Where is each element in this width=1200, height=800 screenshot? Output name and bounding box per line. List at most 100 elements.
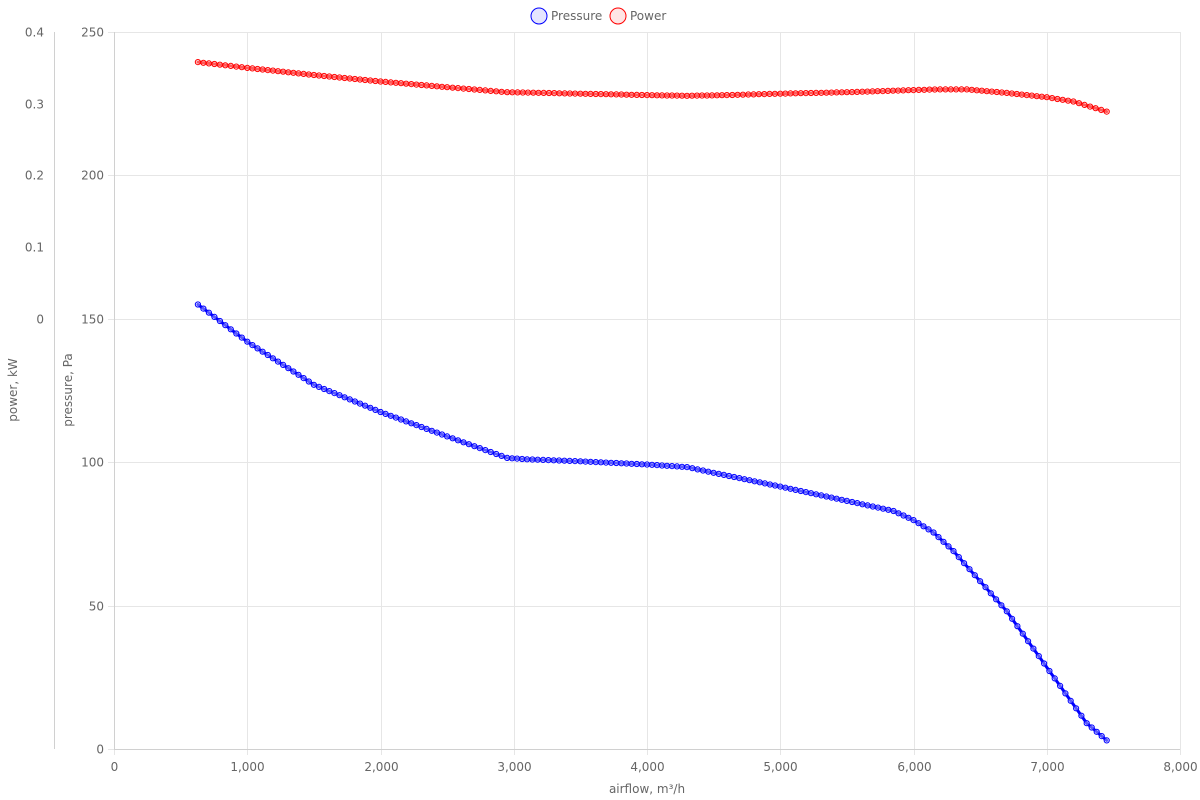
data-point-power[interactable] bbox=[628, 91, 635, 98]
data-point-power[interactable] bbox=[910, 87, 917, 94]
data-point-pressure[interactable] bbox=[249, 342, 256, 349]
data-point-pressure[interactable] bbox=[731, 473, 738, 481]
data-point-pressure[interactable] bbox=[336, 392, 343, 399]
data-point-power[interactable] bbox=[1043, 94, 1050, 101]
data-point-power[interactable] bbox=[362, 76, 369, 84]
data-point-power[interactable] bbox=[1003, 89, 1010, 97]
data-point-power[interactable] bbox=[777, 90, 784, 97]
data-point-power[interactable] bbox=[973, 87, 980, 94]
data-point-pressure[interactable] bbox=[367, 404, 374, 411]
data-point-pressure[interactable] bbox=[504, 454, 511, 461]
data-point-pressure[interactable] bbox=[300, 375, 307, 382]
data-point-pressure[interactable] bbox=[493, 450, 500, 458]
data-point-pressure[interactable] bbox=[643, 461, 651, 468]
data-point-pressure[interactable] bbox=[216, 317, 223, 325]
data-point-power[interactable] bbox=[408, 81, 415, 88]
data-point-pressure[interactable] bbox=[787, 485, 794, 492]
data-point-pressure[interactable] bbox=[418, 423, 425, 431]
data-point-power[interactable] bbox=[244, 64, 251, 72]
data-point-pressure[interactable] bbox=[264, 351, 271, 359]
data-point-power[interactable] bbox=[222, 62, 229, 69]
data-point-power[interactable] bbox=[487, 87, 494, 95]
data-point-pressure[interactable] bbox=[751, 478, 758, 485]
data-point-power[interactable] bbox=[782, 90, 789, 97]
data-point-pressure[interactable] bbox=[211, 313, 218, 320]
data-point-pressure[interactable] bbox=[545, 457, 552, 464]
data-point-pressure[interactable] bbox=[658, 462, 666, 469]
data-point-pressure[interactable] bbox=[433, 429, 440, 436]
data-point-pressure[interactable] bbox=[843, 497, 851, 504]
data-point-power[interactable] bbox=[423, 82, 430, 89]
data-point-power[interactable] bbox=[1033, 93, 1040, 100]
data-point-pressure[interactable] bbox=[465, 441, 472, 448]
data-point-pressure[interactable] bbox=[628, 460, 635, 467]
data-point-pressure[interactable] bbox=[823, 493, 830, 500]
data-point-pressure[interactable] bbox=[869, 503, 876, 510]
data-point-power[interactable] bbox=[792, 90, 799, 97]
data-point-power[interactable] bbox=[449, 84, 456, 91]
data-point-power[interactable] bbox=[413, 81, 420, 88]
data-point-pressure[interactable] bbox=[331, 390, 338, 397]
data-point-power[interactable] bbox=[556, 90, 563, 97]
data-point-pressure[interactable] bbox=[392, 414, 399, 421]
data-point-pressure[interactable] bbox=[397, 416, 405, 423]
data-point-power[interactable] bbox=[597, 91, 605, 98]
data-point-power[interactable] bbox=[931, 86, 938, 93]
data-point-power[interactable] bbox=[254, 65, 261, 73]
data-point-power[interactable] bbox=[194, 59, 201, 66]
data-point-pressure[interactable] bbox=[802, 489, 810, 496]
data-point-pressure[interactable] bbox=[259, 348, 266, 355]
data-point-pressure[interactable] bbox=[699, 467, 707, 474]
data-point-power[interactable] bbox=[828, 89, 835, 96]
legend-item-power[interactable]: Power bbox=[609, 7, 666, 25]
data-point-pressure[interactable] bbox=[950, 548, 957, 555]
data-point-pressure[interactable] bbox=[423, 425, 430, 432]
data-point-pressure[interactable] bbox=[813, 491, 820, 498]
data-point-power[interactable] bbox=[988, 88, 995, 95]
data-point-power[interactable] bbox=[341, 74, 348, 82]
data-point-power[interactable] bbox=[540, 89, 547, 97]
data-point-pressure[interactable] bbox=[1062, 690, 1069, 697]
data-point-pressure[interactable] bbox=[321, 385, 328, 393]
data-point-power[interactable] bbox=[1065, 97, 1072, 104]
data-point-pressure[interactable] bbox=[668, 463, 676, 470]
data-point-pressure[interactable] bbox=[476, 445, 483, 452]
data-point-pressure[interactable] bbox=[514, 455, 521, 462]
data-point-power[interactable] bbox=[216, 61, 223, 68]
data-point-pressure[interactable] bbox=[454, 437, 462, 444]
data-point-pressure[interactable] bbox=[689, 465, 696, 472]
data-point-pressure[interactable] bbox=[200, 305, 207, 312]
data-point-pressure[interactable] bbox=[280, 361, 287, 368]
data-point-power[interactable] bbox=[963, 86, 970, 93]
data-point-pressure[interactable] bbox=[534, 456, 541, 463]
data-point-pressure[interactable] bbox=[900, 512, 907, 519]
data-point-pressure[interactable] bbox=[413, 422, 420, 429]
data-point-pressure[interactable] bbox=[940, 538, 947, 545]
data-point-power[interactable] bbox=[295, 70, 302, 77]
data-point-power[interactable] bbox=[377, 78, 384, 85]
data-point-power[interactable] bbox=[1028, 92, 1035, 99]
data-point-power[interactable] bbox=[993, 88, 1000, 96]
data-point-power[interactable] bbox=[509, 89, 516, 96]
data-point-power[interactable] bbox=[519, 89, 526, 96]
data-point-power[interactable] bbox=[983, 88, 990, 95]
data-point-power[interactable] bbox=[745, 91, 752, 98]
data-point-power[interactable] bbox=[545, 89, 553, 97]
data-point-power[interactable] bbox=[947, 86, 954, 93]
data-point-pressure[interactable] bbox=[1051, 675, 1058, 682]
data-point-power[interactable] bbox=[592, 90, 599, 98]
data-point-power[interactable] bbox=[848, 89, 856, 96]
data-point-power[interactable] bbox=[708, 92, 716, 99]
data-point-power[interactable] bbox=[530, 89, 537, 96]
data-point-pressure[interactable] bbox=[460, 439, 467, 446]
data-point-pressure[interactable] bbox=[1046, 667, 1053, 675]
data-point-power[interactable] bbox=[613, 91, 620, 98]
data-point-power[interactable] bbox=[493, 88, 500, 95]
data-point-power[interactable] bbox=[787, 90, 794, 97]
data-point-pressure[interactable] bbox=[977, 578, 984, 585]
data-point-pressure[interactable] bbox=[387, 412, 394, 419]
data-point-pressure[interactable] bbox=[694, 466, 701, 473]
data-point-power[interactable] bbox=[504, 89, 511, 96]
data-point-pressure[interactable] bbox=[797, 487, 804, 495]
data-point-pressure[interactable] bbox=[428, 427, 435, 434]
